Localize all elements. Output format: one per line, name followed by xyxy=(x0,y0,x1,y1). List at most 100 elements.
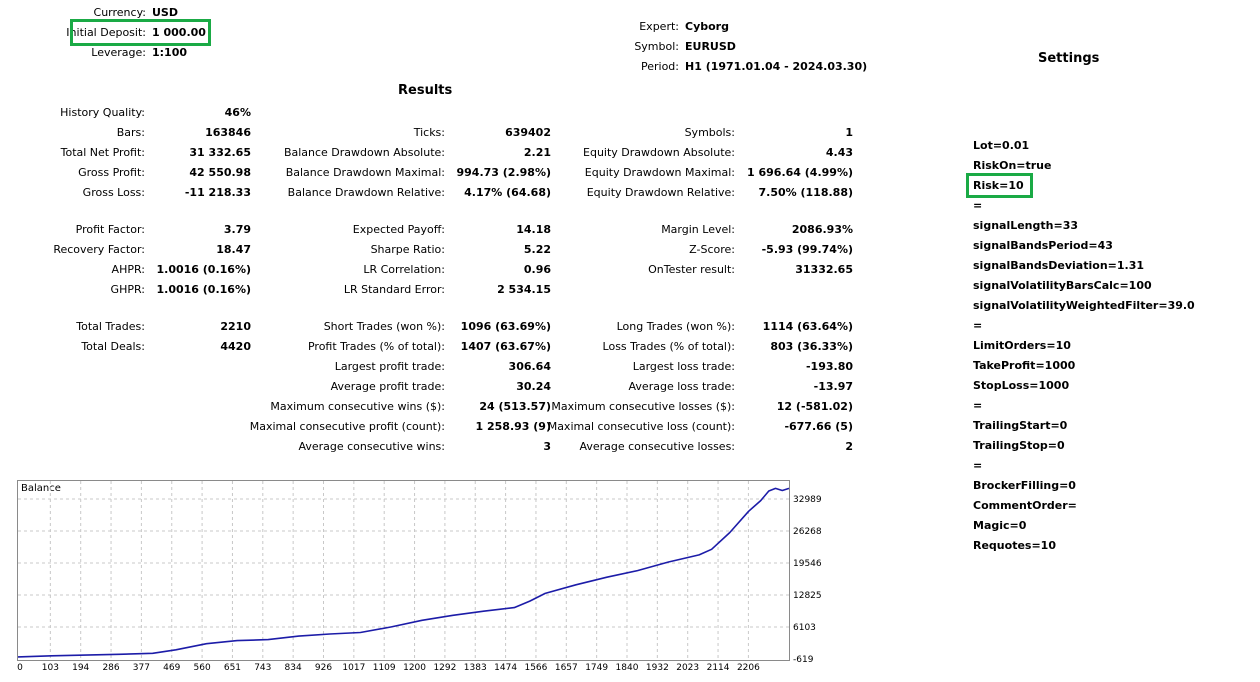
setting-item: signalLength=33 xyxy=(973,219,1079,232)
y-tick-label: 12825 xyxy=(793,591,822,601)
result-value: 1407 (63.67%) xyxy=(460,340,551,353)
result-value: 803 (36.33%) xyxy=(770,340,853,353)
result-label: Expected Payoff: xyxy=(352,223,445,236)
setting-item: CommentOrder= xyxy=(973,499,1077,512)
expert-label: Expert: xyxy=(639,20,679,33)
x-tick-label: 1200 xyxy=(403,663,426,673)
x-tick-label: 1017 xyxy=(342,663,365,673)
setting-item: TrailingStop=0 xyxy=(973,439,1065,452)
chart-title: Balance xyxy=(21,483,61,494)
result-value: -11 218.33 xyxy=(184,186,251,199)
x-tick-label: 1657 xyxy=(555,663,578,673)
leverage-value: 1:100 xyxy=(152,46,188,59)
result-label: LR Standard Error: xyxy=(343,283,445,296)
result-label: Total Trades: xyxy=(76,320,145,333)
result-value: -5.93 (99.74%) xyxy=(761,243,853,256)
period-value: H1 (1971.01.04 - 2024.03.30) xyxy=(685,60,868,73)
result-value: -677.66 (5) xyxy=(784,420,853,433)
symbol-value: EURUSD xyxy=(685,40,736,53)
result-value: 1.0016 (0.16%) xyxy=(156,283,252,296)
result-value: 4.17% (64.68) xyxy=(464,186,551,199)
x-tick-label: 286 xyxy=(102,663,119,673)
y-tick-label: 32989 xyxy=(793,495,822,505)
result-label: Sharpe Ratio: xyxy=(370,243,445,256)
result-value: 1 258.93 (9) xyxy=(475,420,551,433)
y-tick-label: 26268 xyxy=(793,527,822,537)
setting-item: TakeProfit=1000 xyxy=(973,359,1076,372)
result-value: 2210 xyxy=(220,320,251,333)
result-label: Margin Level: xyxy=(661,223,735,236)
result-label: Balance Drawdown Absolute: xyxy=(283,146,445,159)
setting-item: Requotes=10 xyxy=(973,539,1056,552)
x-tick-label: 926 xyxy=(315,663,332,673)
balance-chart: Balance xyxy=(17,480,790,661)
result-value: 12 (-581.02) xyxy=(776,400,853,413)
result-value: 1096 (63.69%) xyxy=(460,320,551,333)
result-value: 163846 xyxy=(205,126,251,139)
result-label: Ticks: xyxy=(413,126,445,139)
result-value: 994.73 (2.98%) xyxy=(456,166,552,179)
x-tick-label: 1749 xyxy=(585,663,608,673)
result-label: Total Deals: xyxy=(81,340,145,353)
result-label: Largest profit trade: xyxy=(334,360,445,373)
result-value: -13.97 xyxy=(813,380,853,393)
setting-item: StopLoss=1000 xyxy=(973,379,1070,392)
y-tick-label: 19546 xyxy=(793,559,822,569)
x-tick-label: 1932 xyxy=(646,663,669,673)
currency-value: USD xyxy=(152,6,178,19)
x-tick-label: 1292 xyxy=(433,663,456,673)
result-value: 306.64 xyxy=(508,360,551,373)
result-label: Long Trades (won %): xyxy=(616,320,735,333)
result-value: 18.47 xyxy=(216,243,251,256)
result-label: Profit Factor: xyxy=(75,223,145,236)
setting-item: = xyxy=(973,199,983,212)
x-tick-label: 1566 xyxy=(524,663,547,673)
result-value: 31332.65 xyxy=(795,263,853,276)
x-tick-label: 1840 xyxy=(616,663,639,673)
currency-label: Currency: xyxy=(93,6,146,19)
result-value: 1114 (63.64%) xyxy=(762,320,853,333)
leverage-label: Leverage: xyxy=(91,46,146,59)
y-tick-label: -619 xyxy=(793,655,814,665)
result-label: AHPR: xyxy=(111,263,145,276)
result-value: 30.24 xyxy=(516,380,551,393)
x-tick-label: 834 xyxy=(285,663,302,673)
result-label: GHPR: xyxy=(110,283,145,296)
setting-item: LimitOrders=10 xyxy=(973,339,1071,352)
setting-item: TrailingStart=0 xyxy=(973,419,1068,432)
setting-item: = xyxy=(973,399,983,412)
initial-deposit-label: Initial Deposit: xyxy=(66,26,146,39)
result-label: Gross Loss: xyxy=(82,186,145,199)
x-tick-label: 560 xyxy=(194,663,211,673)
result-label: Average consecutive wins: xyxy=(298,440,445,453)
y-tick-label: 6103 xyxy=(793,623,816,633)
result-label: Largest loss trade: xyxy=(632,360,735,373)
result-label: Balance Drawdown Maximal: xyxy=(285,166,445,179)
setting-item: Lot=0.01 xyxy=(973,139,1030,152)
result-label: Total Net Profit: xyxy=(60,146,145,159)
result-value: 4420 xyxy=(220,340,251,353)
period-label: Period: xyxy=(640,60,679,73)
setting-item: = xyxy=(973,319,983,332)
result-label: History Quality: xyxy=(60,106,145,119)
initial-deposit-highlight xyxy=(70,19,211,46)
result-value: 2.21 xyxy=(523,146,551,159)
risk-highlight xyxy=(966,173,1033,198)
result-label: Z-Score: xyxy=(689,243,735,256)
result-label: Average loss trade: xyxy=(628,380,735,393)
setting-item: = xyxy=(973,459,983,472)
expert-value: Cyborg xyxy=(685,20,729,33)
x-tick-label: 103 xyxy=(42,663,59,673)
x-tick-label: 1109 xyxy=(373,663,396,673)
result-label: Average profit trade: xyxy=(330,380,445,393)
result-label: Short Trades (won %): xyxy=(323,320,445,333)
setting-item: signalBandsPeriod=43 xyxy=(973,239,1113,252)
result-label: Gross Profit: xyxy=(78,166,145,179)
x-tick-label: 377 xyxy=(133,663,150,673)
setting-item: Magic=0 xyxy=(973,519,1027,532)
x-tick-label: 0 xyxy=(17,663,23,673)
result-value: 7.50% (118.88) xyxy=(758,186,854,199)
setting-item: signalVolatilityBarsCalc=100 xyxy=(973,279,1152,292)
initial-deposit-value: 1 000.00 xyxy=(152,26,206,39)
symbol-label: Symbol: xyxy=(634,40,679,53)
